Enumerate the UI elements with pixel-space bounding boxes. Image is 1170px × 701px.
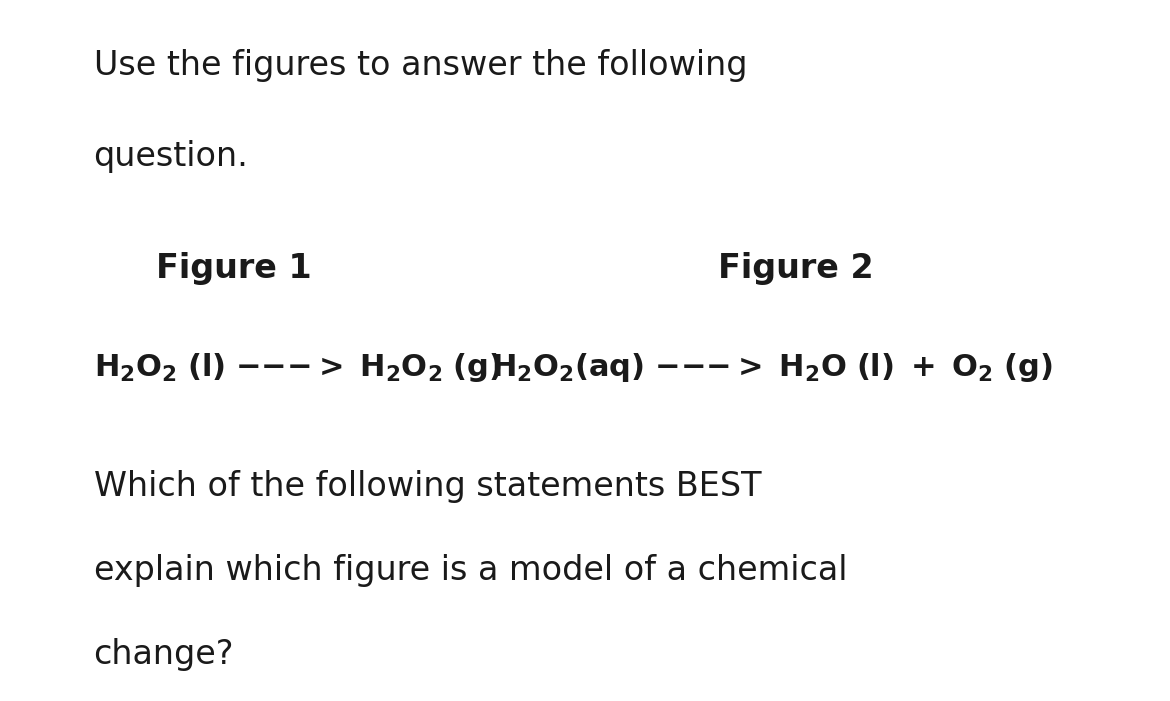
- Text: Figure 1: Figure 1: [156, 252, 312, 285]
- Text: Use the figures to answer the following: Use the figures to answer the following: [94, 49, 748, 82]
- Text: $\bf{H_2O_2}$ $\bf{(l)\ {-}{-}{-}{>}\ H_2O_2\ (g)}$: $\bf{H_2O_2}$ $\bf{(l)\ {-}{-}{-}{>}\ H_…: [94, 350, 502, 383]
- Text: $\bf{H_2O_2(aq)\ {-}{-}{-}{>}\ H_2O\ (l)\ +\ O_2\ (g)}$: $\bf{H_2O_2(aq)\ {-}{-}{-}{>}\ H_2O\ (l)…: [491, 350, 1053, 383]
- Text: Which of the following statements BEST: Which of the following statements BEST: [94, 470, 762, 503]
- Text: change?: change?: [94, 638, 234, 671]
- Text: explain which figure is a model of a chemical: explain which figure is a model of a che…: [94, 554, 847, 587]
- Text: Figure 2: Figure 2: [717, 252, 874, 285]
- Text: question.: question.: [94, 140, 248, 173]
